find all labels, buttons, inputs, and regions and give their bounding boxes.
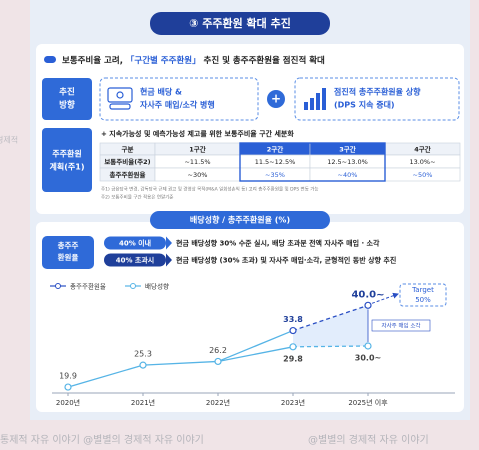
intro: 보통주비율 고려, 「구간별 주주환원」 추진 및 총주주환원율 점진적 확대 [62, 55, 325, 66]
point [289, 343, 297, 351]
series-projection [292, 345, 369, 348]
condition-arrow [166, 253, 172, 267]
table-text: 1구간 [189, 145, 206, 154]
header-title: ③ 주주환원 확대 추진 [189, 16, 291, 30]
cash-icon [107, 87, 133, 110]
table-text: 보통주비율(주2) [104, 157, 150, 166]
payout-label: 총주주 [58, 240, 79, 250]
plan-label-box [42, 128, 92, 192]
direction-label-box [42, 78, 92, 120]
point [364, 301, 372, 309]
table-text: 구분 [122, 145, 134, 154]
table-text: ~11.5% [184, 158, 210, 166]
intro-highlight: 「구간별 주주환원」 [126, 55, 201, 66]
value-label: 40.0~ [351, 289, 384, 300]
series-line [217, 329, 294, 363]
rule-text: 현금 배당성향 (30% 초과) 및 자사주 매입·소각, 균형적인 동반 상향… [176, 256, 396, 265]
legend-label: 배당성향 [145, 282, 169, 291]
condition-pill [104, 253, 166, 267]
footnote: 주2) 보통주비율 구간 적용은 연말기준 [101, 194, 173, 201]
plan-label: 주주환원 [52, 149, 81, 159]
watermark: @별별의 경제적 자유 이야기 [308, 433, 429, 446]
bullet [44, 56, 56, 63]
table-text: ~35% [265, 171, 285, 179]
plan-label: 계획(주1) [50, 162, 85, 172]
target-text: 50% [415, 296, 431, 304]
direction-item: 현금 배당 & [140, 87, 182, 97]
value-label: 33.8 [283, 315, 303, 324]
buyback-text: 자사주 매입 소각 [382, 322, 421, 330]
table-text: ~50% [413, 171, 433, 179]
chart-icon [304, 88, 326, 110]
point [289, 326, 297, 335]
chart-panel [36, 222, 464, 412]
value-label: 19.9 [59, 372, 77, 381]
direction-item: (DPS 지속 증대) [334, 100, 395, 110]
condition: 40% 이내 [119, 239, 151, 248]
payout-banner [150, 211, 330, 229]
value-label: 26.2 [209, 346, 227, 355]
x-tick-label: 2023년 [281, 398, 305, 407]
table-text: 13.0%~ [409, 158, 435, 166]
condition-arrow [166, 236, 172, 250]
intro-text: 추진 및 총주주환원율 점진적 확대 [201, 55, 325, 66]
table-text: 2구간 [267, 145, 284, 154]
table-text: ~40% [338, 171, 358, 179]
table-text: 4구간 [414, 145, 431, 154]
value-label: 30.0~ [355, 354, 381, 363]
direction-label: 방향 [59, 100, 75, 111]
watermark: 통제적 자유 이야기 @별별의 경제적 자유 이야기 [0, 433, 204, 446]
condition: 40% 초과시 [116, 256, 155, 265]
payout-label-box [42, 236, 94, 269]
legend-marker [55, 283, 61, 289]
series-line [67, 346, 294, 388]
series-projection [292, 304, 369, 332]
point [139, 361, 147, 369]
plus-circle [267, 90, 285, 108]
watermark: 경제적 [0, 135, 18, 145]
point [364, 342, 372, 350]
plus: + [271, 92, 281, 106]
direction-label: 추진 [59, 87, 75, 98]
legend-label: 총주주환원율 [70, 282, 106, 291]
x-tick-label: 2022년 [206, 398, 230, 407]
buyback-box [371, 319, 431, 332]
x-tick-label: 2025년 이후 [348, 398, 388, 407]
value-label: 25.3 [134, 350, 152, 359]
table-text: 총주주환원율 [110, 170, 146, 179]
payout-label: 환원율 [58, 252, 79, 262]
projection-band [293, 305, 368, 347]
target-box [399, 283, 447, 307]
x-tick-label: 2020년 [56, 398, 80, 407]
payout-title: 배당성향 / 총주주환원율 (%) [190, 215, 290, 225]
target-text: Target [411, 286, 434, 294]
table-text: 11.5~12.5% [255, 158, 296, 166]
intro-text: 보통주비율 고려, [62, 55, 126, 66]
condition-pill [104, 236, 166, 250]
rule-text: 현금 배당성향 30% 수준 실시, 배당 초과분 전액 자사주 매입 · 소각 [176, 239, 380, 248]
direction-item: 점진적 총주주환원율 상향 [334, 87, 421, 97]
plan-note: + 지속가능성 및 예측가능성 제고를 위한 보통주비율 구간 세분화 [101, 129, 294, 138]
direction-box [294, 77, 460, 121]
point [214, 357, 222, 366]
footnote: 주1) 금융당국 변경, 감독당국 규제 권고 및 경영상 목적(M&A 일회성… [101, 186, 319, 193]
table-text: ~30% [188, 171, 208, 179]
table-text: 3구간 [339, 145, 356, 154]
direction-item: 자사주 매입/소각 병행 [140, 100, 215, 110]
point [64, 383, 72, 391]
legend-marker [130, 283, 136, 289]
direction-box [99, 77, 259, 121]
table-highlight [239, 142, 386, 182]
x-tick-label: 2021년 [131, 398, 155, 407]
header-banner [150, 12, 330, 35]
table-text: 12.5~13.0% [327, 158, 368, 166]
value-label: 29.8 [283, 354, 303, 363]
